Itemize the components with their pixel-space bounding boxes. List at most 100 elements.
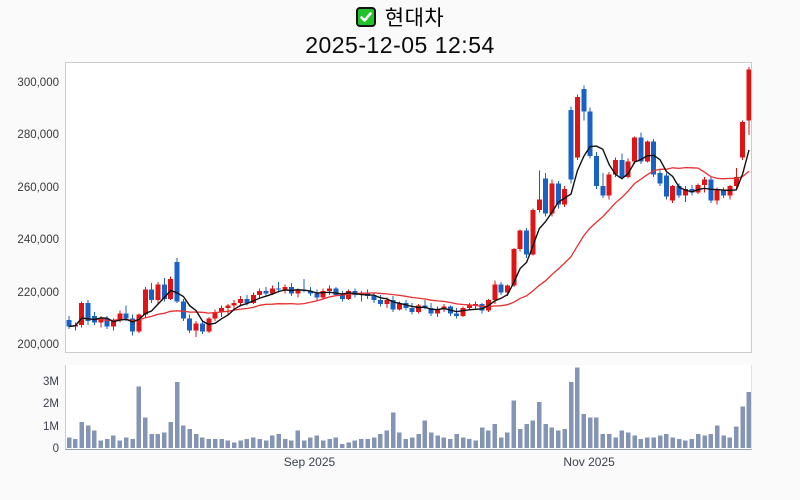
ma-slow-line: [68, 166, 750, 328]
volume-bar: [295, 430, 301, 448]
volume-bar: [219, 438, 224, 448]
volume-bar: [289, 440, 294, 448]
candle-body: [244, 298, 250, 303]
volume-bar: [136, 386, 142, 448]
volume-bar: [505, 432, 510, 448]
volume-bar: [689, 438, 695, 448]
volume-bar: [200, 437, 205, 448]
volume-bar: [746, 392, 751, 448]
candle-body: [549, 183, 555, 214]
candle-body: [663, 175, 669, 197]
candle-body: [581, 89, 587, 112]
candle-body: [644, 141, 650, 162]
volume-bar: [428, 432, 434, 448]
volume-bar: [657, 435, 663, 448]
volume-bar: [111, 435, 116, 448]
candle-body: [676, 186, 682, 196]
volume-bar: [282, 438, 288, 448]
volume-bar: [448, 438, 453, 448]
candle-body: [600, 186, 606, 196]
candle-body: [562, 188, 568, 205]
volume-bar: [613, 437, 618, 448]
volume-bar: [257, 438, 262, 448]
volume-bar: [651, 437, 656, 448]
volume-bar: [537, 402, 542, 448]
candle-body: [142, 289, 148, 315]
candle-body: [371, 296, 377, 301]
volume-bar: [193, 434, 199, 448]
volume-bar: [384, 430, 389, 448]
volume-tick-label: 3M: [43, 376, 59, 388]
candle-body: [187, 318, 193, 331]
volume-bar: [340, 444, 345, 448]
candle-body: [740, 121, 746, 158]
volume-bar: [251, 437, 256, 448]
volume-bar: [676, 438, 682, 448]
candle-body: [212, 311, 218, 319]
date-tick-label: Nov 2025: [563, 455, 615, 469]
volume-bar: [575, 367, 580, 448]
candle-body: [327, 288, 333, 291]
candle-body: [498, 284, 504, 293]
volume-bar: [371, 437, 377, 448]
volume-bar: [117, 440, 123, 448]
candle-body: [104, 318, 110, 327]
candle-body: [390, 300, 396, 310]
candle-body: [219, 308, 225, 312]
candle-body: [117, 313, 123, 320]
volume-bar: [168, 422, 173, 448]
candle-body: [333, 288, 339, 295]
volume-bar: [231, 442, 237, 448]
volume-bar: [645, 437, 650, 448]
candle-body: [263, 290, 269, 294]
candle-body: [377, 300, 383, 305]
volume-bar: [568, 382, 574, 448]
volume-bar: [600, 434, 606, 448]
candle-body: [657, 173, 663, 184]
volume-bar: [378, 434, 383, 448]
candle-body: [606, 174, 612, 196]
volume-bar: [435, 435, 440, 448]
candle-body: [473, 304, 479, 306]
volume-bar: [174, 382, 180, 448]
volume-bar: [492, 423, 498, 448]
candle-body: [98, 318, 104, 323]
volume-bar: [479, 427, 485, 448]
price-tick-label: 300,000: [17, 77, 59, 89]
volume-bar: [314, 435, 320, 448]
volume-bar: [403, 438, 409, 448]
candle-body: [651, 141, 657, 175]
price-chart-canvas: [66, 66, 751, 337]
volume-bar: [708, 434, 714, 448]
candle-body: [110, 319, 116, 327]
volume-bar: [155, 434, 161, 448]
volume-bar: [454, 434, 459, 448]
volume-bar: [581, 413, 587, 448]
volume-bar: [244, 438, 250, 448]
volume-bar: [397, 432, 402, 448]
volume-bar: [683, 440, 688, 448]
volume-bar: [587, 417, 593, 448]
candle-body: [231, 302, 237, 306]
candle-body: [346, 290, 352, 299]
volume-bar: [104, 438, 110, 448]
volume-bar: [619, 430, 625, 448]
volume-bar: [390, 412, 396, 448]
ma-fast-line: [68, 145, 750, 328]
candle-body: [295, 289, 301, 294]
candle-body: [339, 294, 345, 299]
candle-body: [670, 186, 676, 201]
volume-bar: [143, 417, 148, 448]
candle-body: [136, 314, 142, 332]
candle-body: [225, 305, 231, 309]
candle-body: [613, 159, 619, 175]
candle-body: [307, 290, 313, 294]
candle-body: [384, 300, 390, 305]
volume-bar: [352, 440, 358, 448]
volume-bar: [670, 437, 675, 448]
candle-body: [454, 313, 460, 316]
candle-body: [587, 111, 593, 157]
volume-bar: [740, 406, 745, 448]
volume-bar: [263, 440, 269, 448]
candle-body: [130, 318, 136, 332]
